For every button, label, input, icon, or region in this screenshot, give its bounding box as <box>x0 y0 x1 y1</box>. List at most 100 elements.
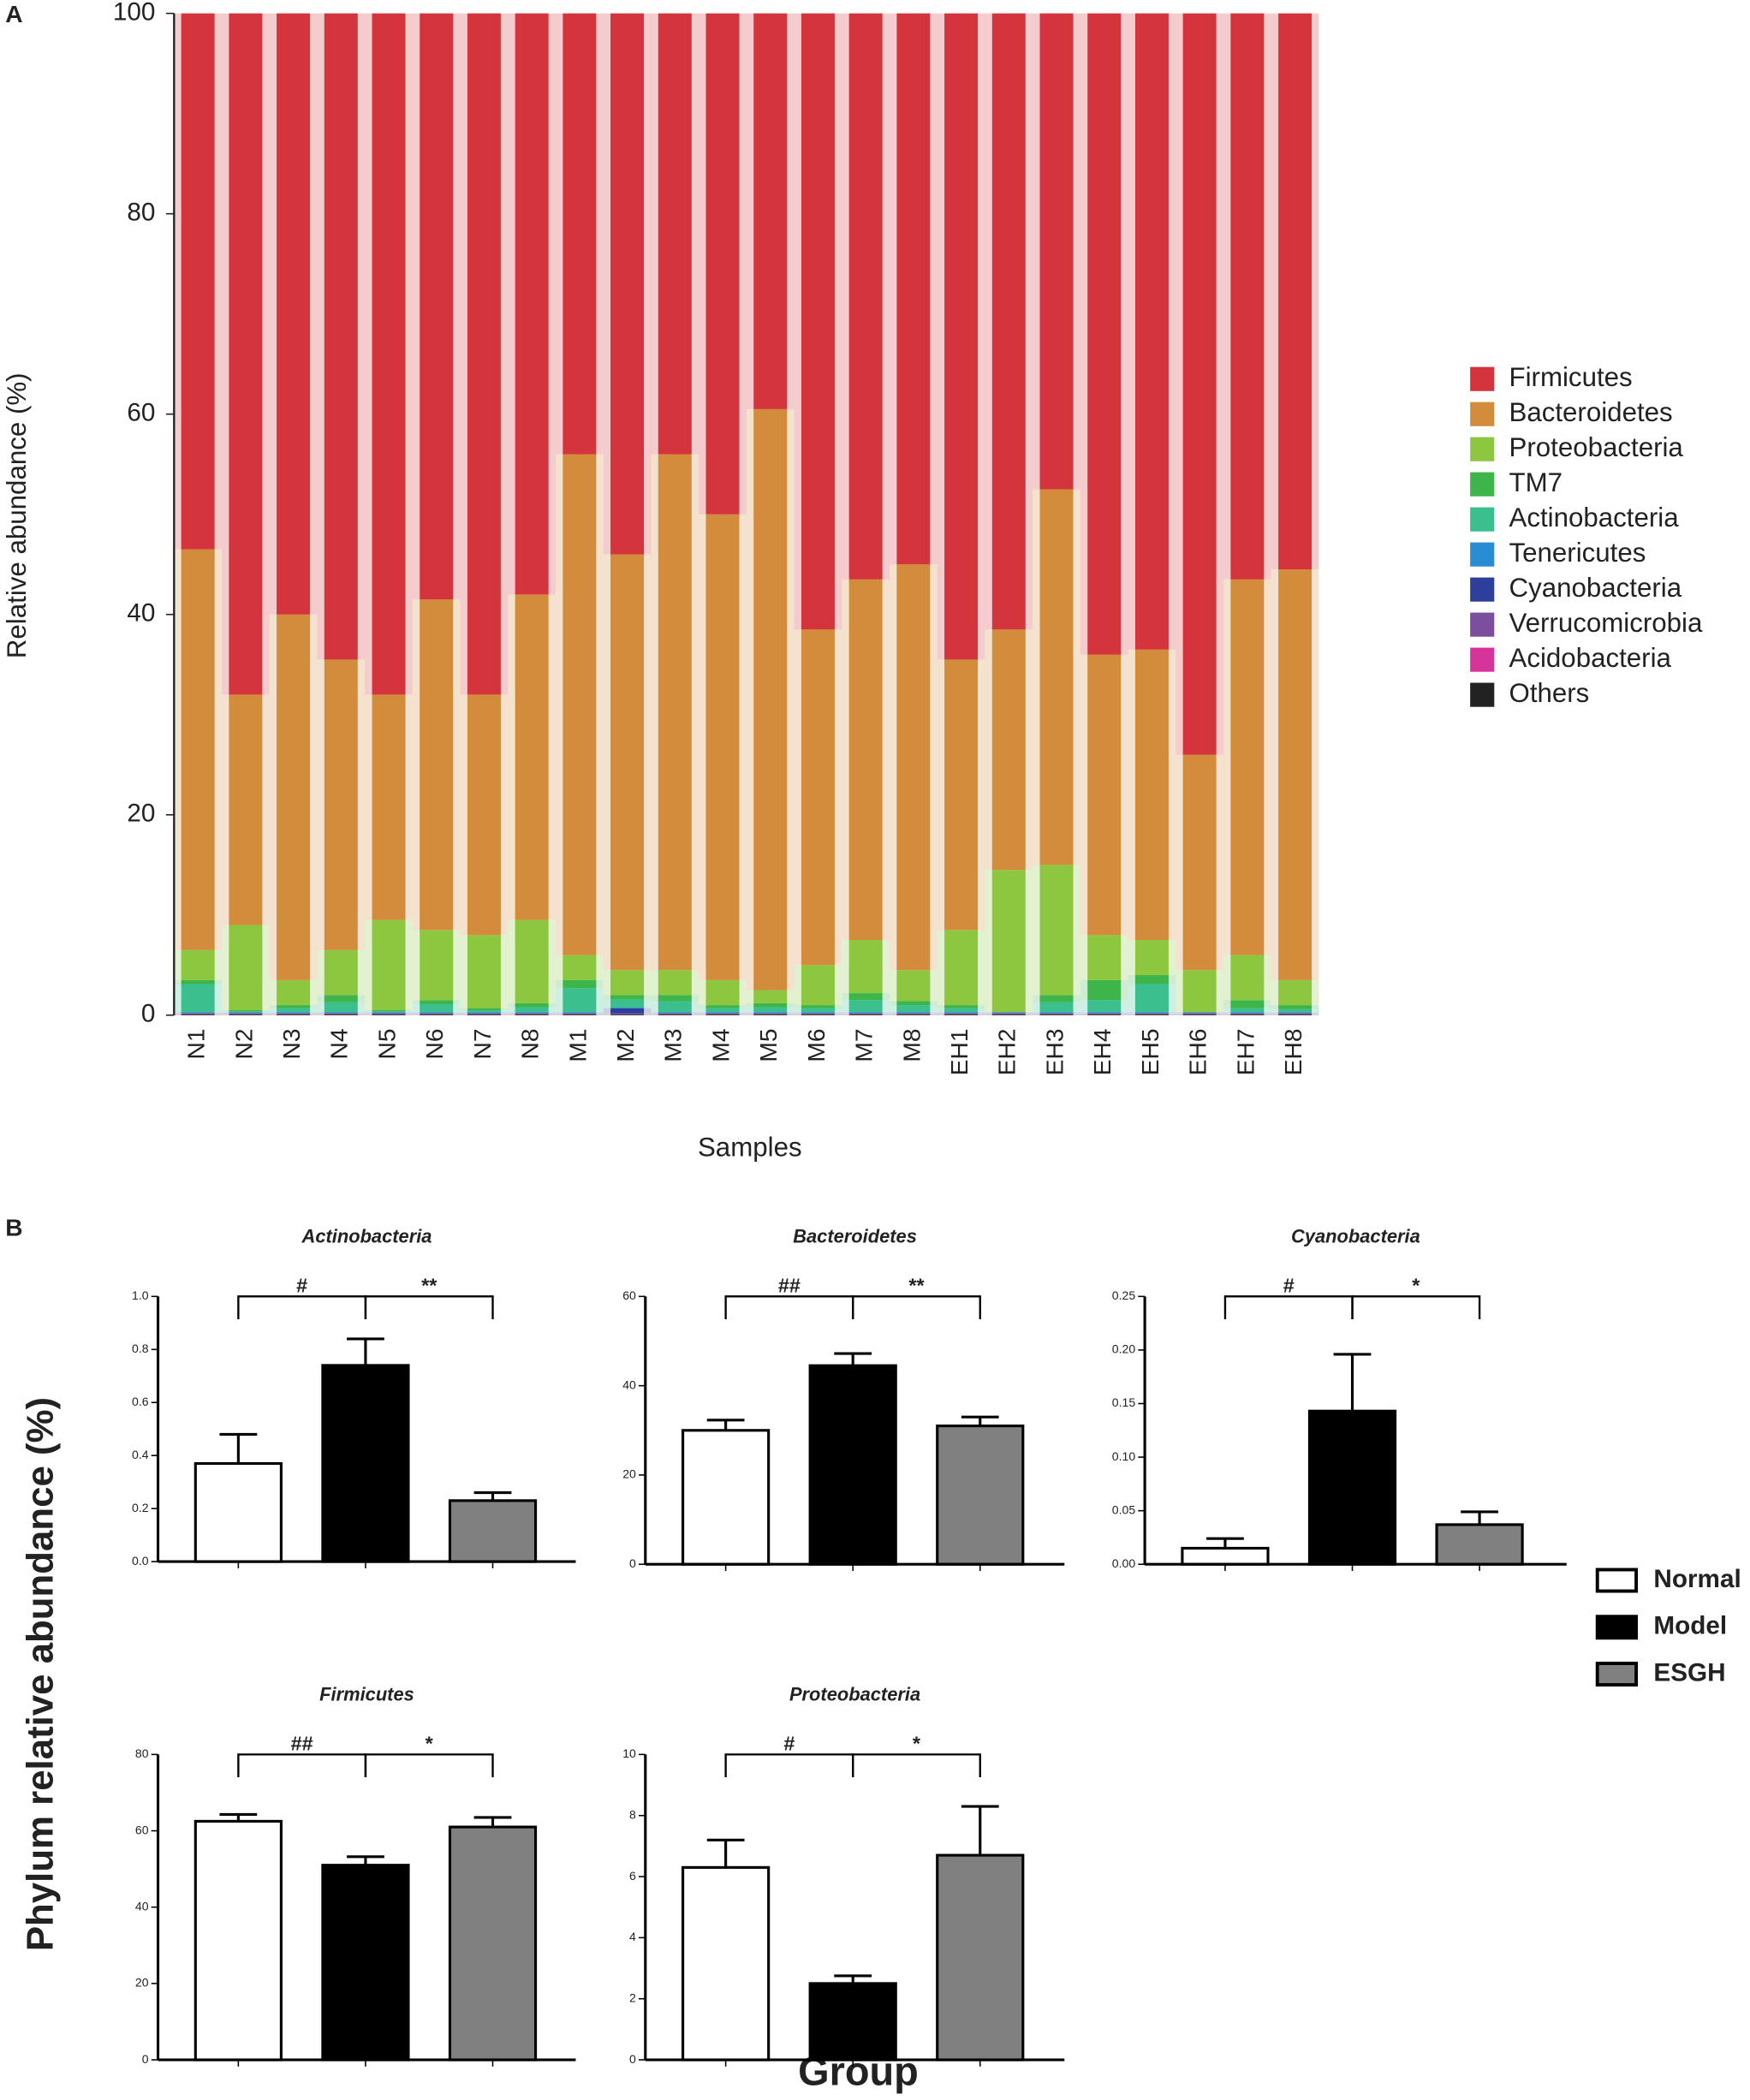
bar-segment <box>1039 865 1074 996</box>
legend-swatch <box>1470 507 1495 532</box>
bar-segment <box>324 949 358 996</box>
x-tick-label: EH6 <box>1185 1028 1211 1075</box>
bar-segment <box>991 629 1026 871</box>
bar-segment <box>562 1012 597 1014</box>
bar-segment <box>515 13 549 595</box>
significance-bracket <box>724 1295 854 1319</box>
bar-segment <box>1230 1012 1265 1014</box>
bar <box>936 1425 1025 1566</box>
significance-bracket <box>852 1753 981 1777</box>
bar-segment <box>229 1014 263 1015</box>
legend-swatch <box>1470 682 1495 707</box>
bar-segment <box>372 1011 406 1013</box>
bar-segment <box>515 1002 549 1008</box>
bar-segment <box>1278 1014 1312 1015</box>
x-tick-label: M7 <box>851 1028 878 1062</box>
bar-segment <box>277 1014 311 1015</box>
y-tick-label: 1.0 <box>132 1288 149 1302</box>
bar-segment <box>372 13 406 695</box>
bar-segment <box>1087 1000 1122 1013</box>
bar-segment <box>753 1002 788 1008</box>
bar-segment <box>1134 13 1169 650</box>
x-tick-label: N5 <box>373 1028 400 1059</box>
bar-segment <box>1134 984 1169 1013</box>
bar-segment <box>896 1014 931 1015</box>
bar-segment <box>1039 995 1074 1002</box>
bar-segment <box>277 614 311 980</box>
bar-segment <box>515 1013 549 1014</box>
bar-segment <box>277 1012 311 1014</box>
legend-swatch <box>1470 402 1495 426</box>
bar-segment <box>229 694 263 925</box>
bar-segment <box>610 970 645 996</box>
bar-segment <box>324 995 358 1002</box>
y-tick-label: 60 <box>135 1823 149 1836</box>
bar-segment <box>610 1014 645 1015</box>
x-axis-label: Samples <box>698 1133 802 1163</box>
chart-title: Firmicutes <box>319 1683 414 1704</box>
significance-bracket <box>364 1753 494 1777</box>
bar-segment <box>753 1013 788 1014</box>
legend-label: Acidobacteria <box>1509 643 1672 673</box>
legend-label: ESGH <box>1653 1658 1725 1687</box>
bar-segment <box>896 1012 931 1014</box>
bar-segment <box>991 870 1026 1013</box>
bar-segment <box>467 13 501 695</box>
bar-segment <box>944 1012 979 1014</box>
bar-segment <box>705 979 740 1006</box>
bar-segment <box>229 925 263 1010</box>
bar-segment <box>848 1012 883 1014</box>
x-tick-label: N6 <box>421 1028 448 1059</box>
bar-segment <box>372 1009 406 1012</box>
legend-swatch <box>1595 1568 1639 1593</box>
legend-label: Firmicutes <box>1509 362 1633 392</box>
y-tick-label: 0.05 <box>1112 1502 1136 1516</box>
y-tick-label: 0.2 <box>132 1501 149 1514</box>
bar-segment <box>229 13 263 695</box>
bar-segment <box>1182 1014 1217 1015</box>
legend-label: Others <box>1509 678 1590 708</box>
bar-segment <box>229 1013 263 1014</box>
bar-segment <box>420 930 454 1001</box>
bar-segment <box>801 1008 835 1013</box>
bar-segment <box>467 1012 501 1014</box>
bar-segment <box>944 1014 979 1015</box>
bar-segment <box>944 659 979 931</box>
significance-label: ** <box>421 1275 438 1297</box>
bar-segment <box>896 1005 931 1013</box>
legend-label: Normal <box>1653 1565 1741 1593</box>
y-tick-label: 20 <box>127 800 155 828</box>
bar-segment <box>1134 975 1169 985</box>
bar-segment <box>753 1007 788 1013</box>
bar-segment <box>896 564 931 971</box>
bar-segment <box>610 1008 645 1014</box>
legend-label: Cyanobacteria <box>1509 573 1682 603</box>
legend-label: Actinobacteria <box>1509 503 1680 532</box>
significance-bracket <box>1223 1295 1354 1319</box>
legend-swatch <box>1470 612 1495 637</box>
significance-label: * <box>426 1733 434 1755</box>
legend-label: TM7 <box>1509 467 1563 497</box>
bar-segment <box>705 1012 740 1014</box>
bar-segment <box>705 1014 740 1015</box>
bar-segment <box>1182 1013 1217 1014</box>
bar-segment <box>562 988 597 1013</box>
bar-segment <box>515 1007 549 1013</box>
y-tick-label: 8 <box>629 1807 636 1821</box>
bar-segment <box>801 13 835 630</box>
bar-segment <box>705 1013 740 1014</box>
bar-segment <box>229 1012 263 1014</box>
y-axis-label: Relative abundance (%) <box>2 372 32 658</box>
bar-segment <box>944 13 979 660</box>
bar-segment <box>1278 1008 1312 1013</box>
x-tick-label: EH3 <box>1041 1028 1068 1075</box>
bar-segment <box>372 1014 406 1015</box>
y-tick-label: 0.0 <box>132 1554 149 1568</box>
bar-segment <box>1087 13 1122 655</box>
bar-segment <box>801 965 835 1006</box>
y-tick-label: 20 <box>622 1467 636 1481</box>
y-tick-label: 0.10 <box>1112 1449 1136 1463</box>
significance-label: ** <box>908 1275 925 1297</box>
bar-segment <box>848 993 883 1001</box>
